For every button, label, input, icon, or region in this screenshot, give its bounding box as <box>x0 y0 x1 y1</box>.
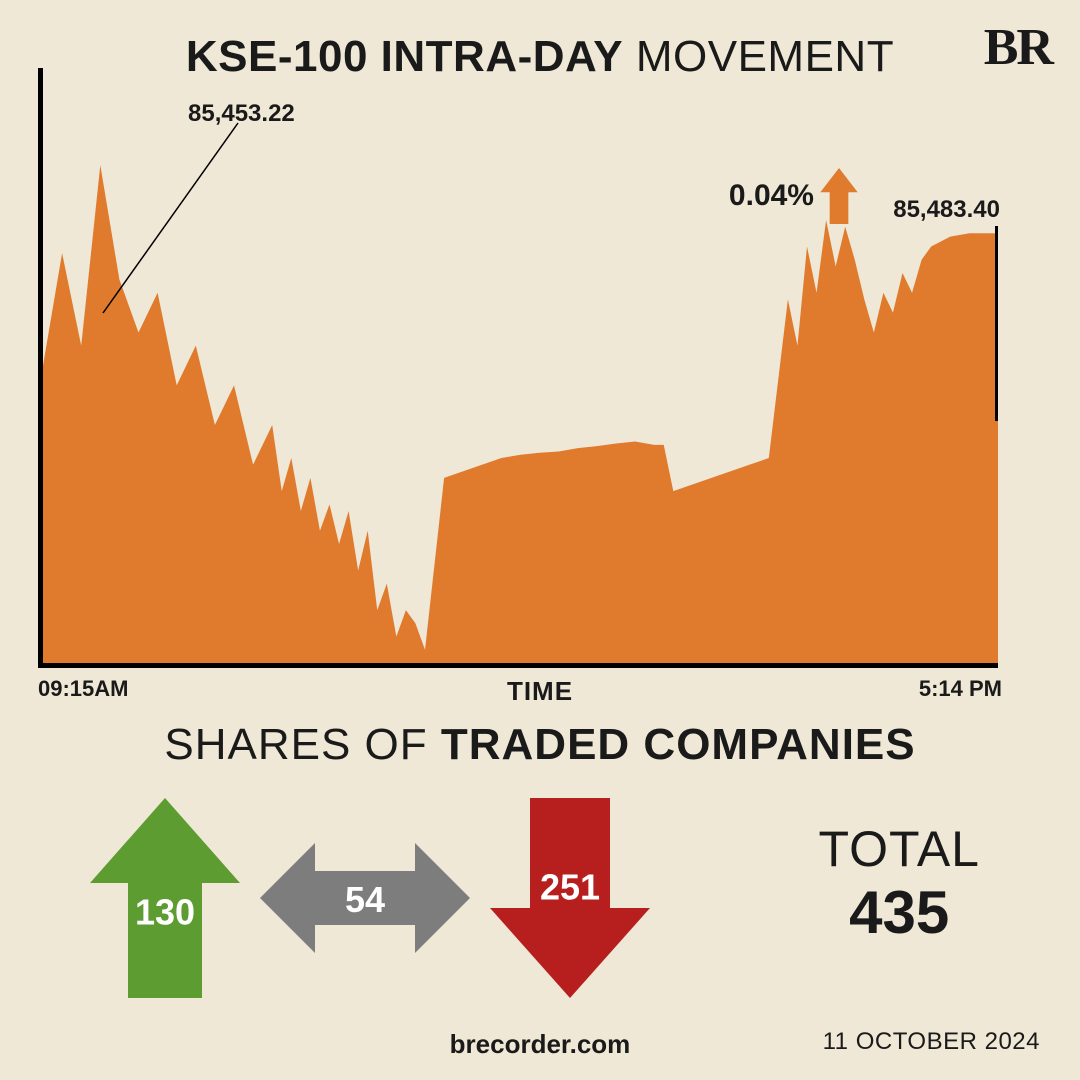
shares-title: SHARES OF TRADED COMPANIES <box>0 720 1080 770</box>
up-value: 130 <box>135 892 195 934</box>
total-label: TOTAL <box>818 820 980 878</box>
total-block: TOTAL 435 <box>818 820 980 947</box>
down-value: 251 <box>540 866 600 908</box>
intraday-chart: 85,453.22 85,483.40 0.04% <box>38 68 998 668</box>
pct-change: 0.04% <box>729 168 858 224</box>
shares-title-bold: TRADED COMPANIES <box>441 720 916 769</box>
total-value: 435 <box>818 878 980 947</box>
x-end-label: 5:14 PM <box>919 676 1002 702</box>
up-block: 130 <box>90 798 240 1003</box>
up-arrow-icon <box>820 168 858 224</box>
area-chart-svg <box>43 68 998 663</box>
date-label: 11 OCTOBER 2024 <box>823 1028 1040 1056</box>
start-value-label: 85,453.22 <box>188 100 295 128</box>
shares-arrows: 130 54 251 <box>60 790 680 1010</box>
x-axis <box>38 663 998 668</box>
flat-value: 54 <box>345 879 385 921</box>
flat-block: 54 <box>260 843 470 958</box>
down-block: 251 <box>490 798 650 1003</box>
shares-title-light: SHARES OF <box>164 720 427 769</box>
pct-change-value: 0.04% <box>729 179 814 213</box>
end-value-pointer <box>995 226 998 421</box>
end-value-label: 85,483.40 <box>893 196 1000 224</box>
